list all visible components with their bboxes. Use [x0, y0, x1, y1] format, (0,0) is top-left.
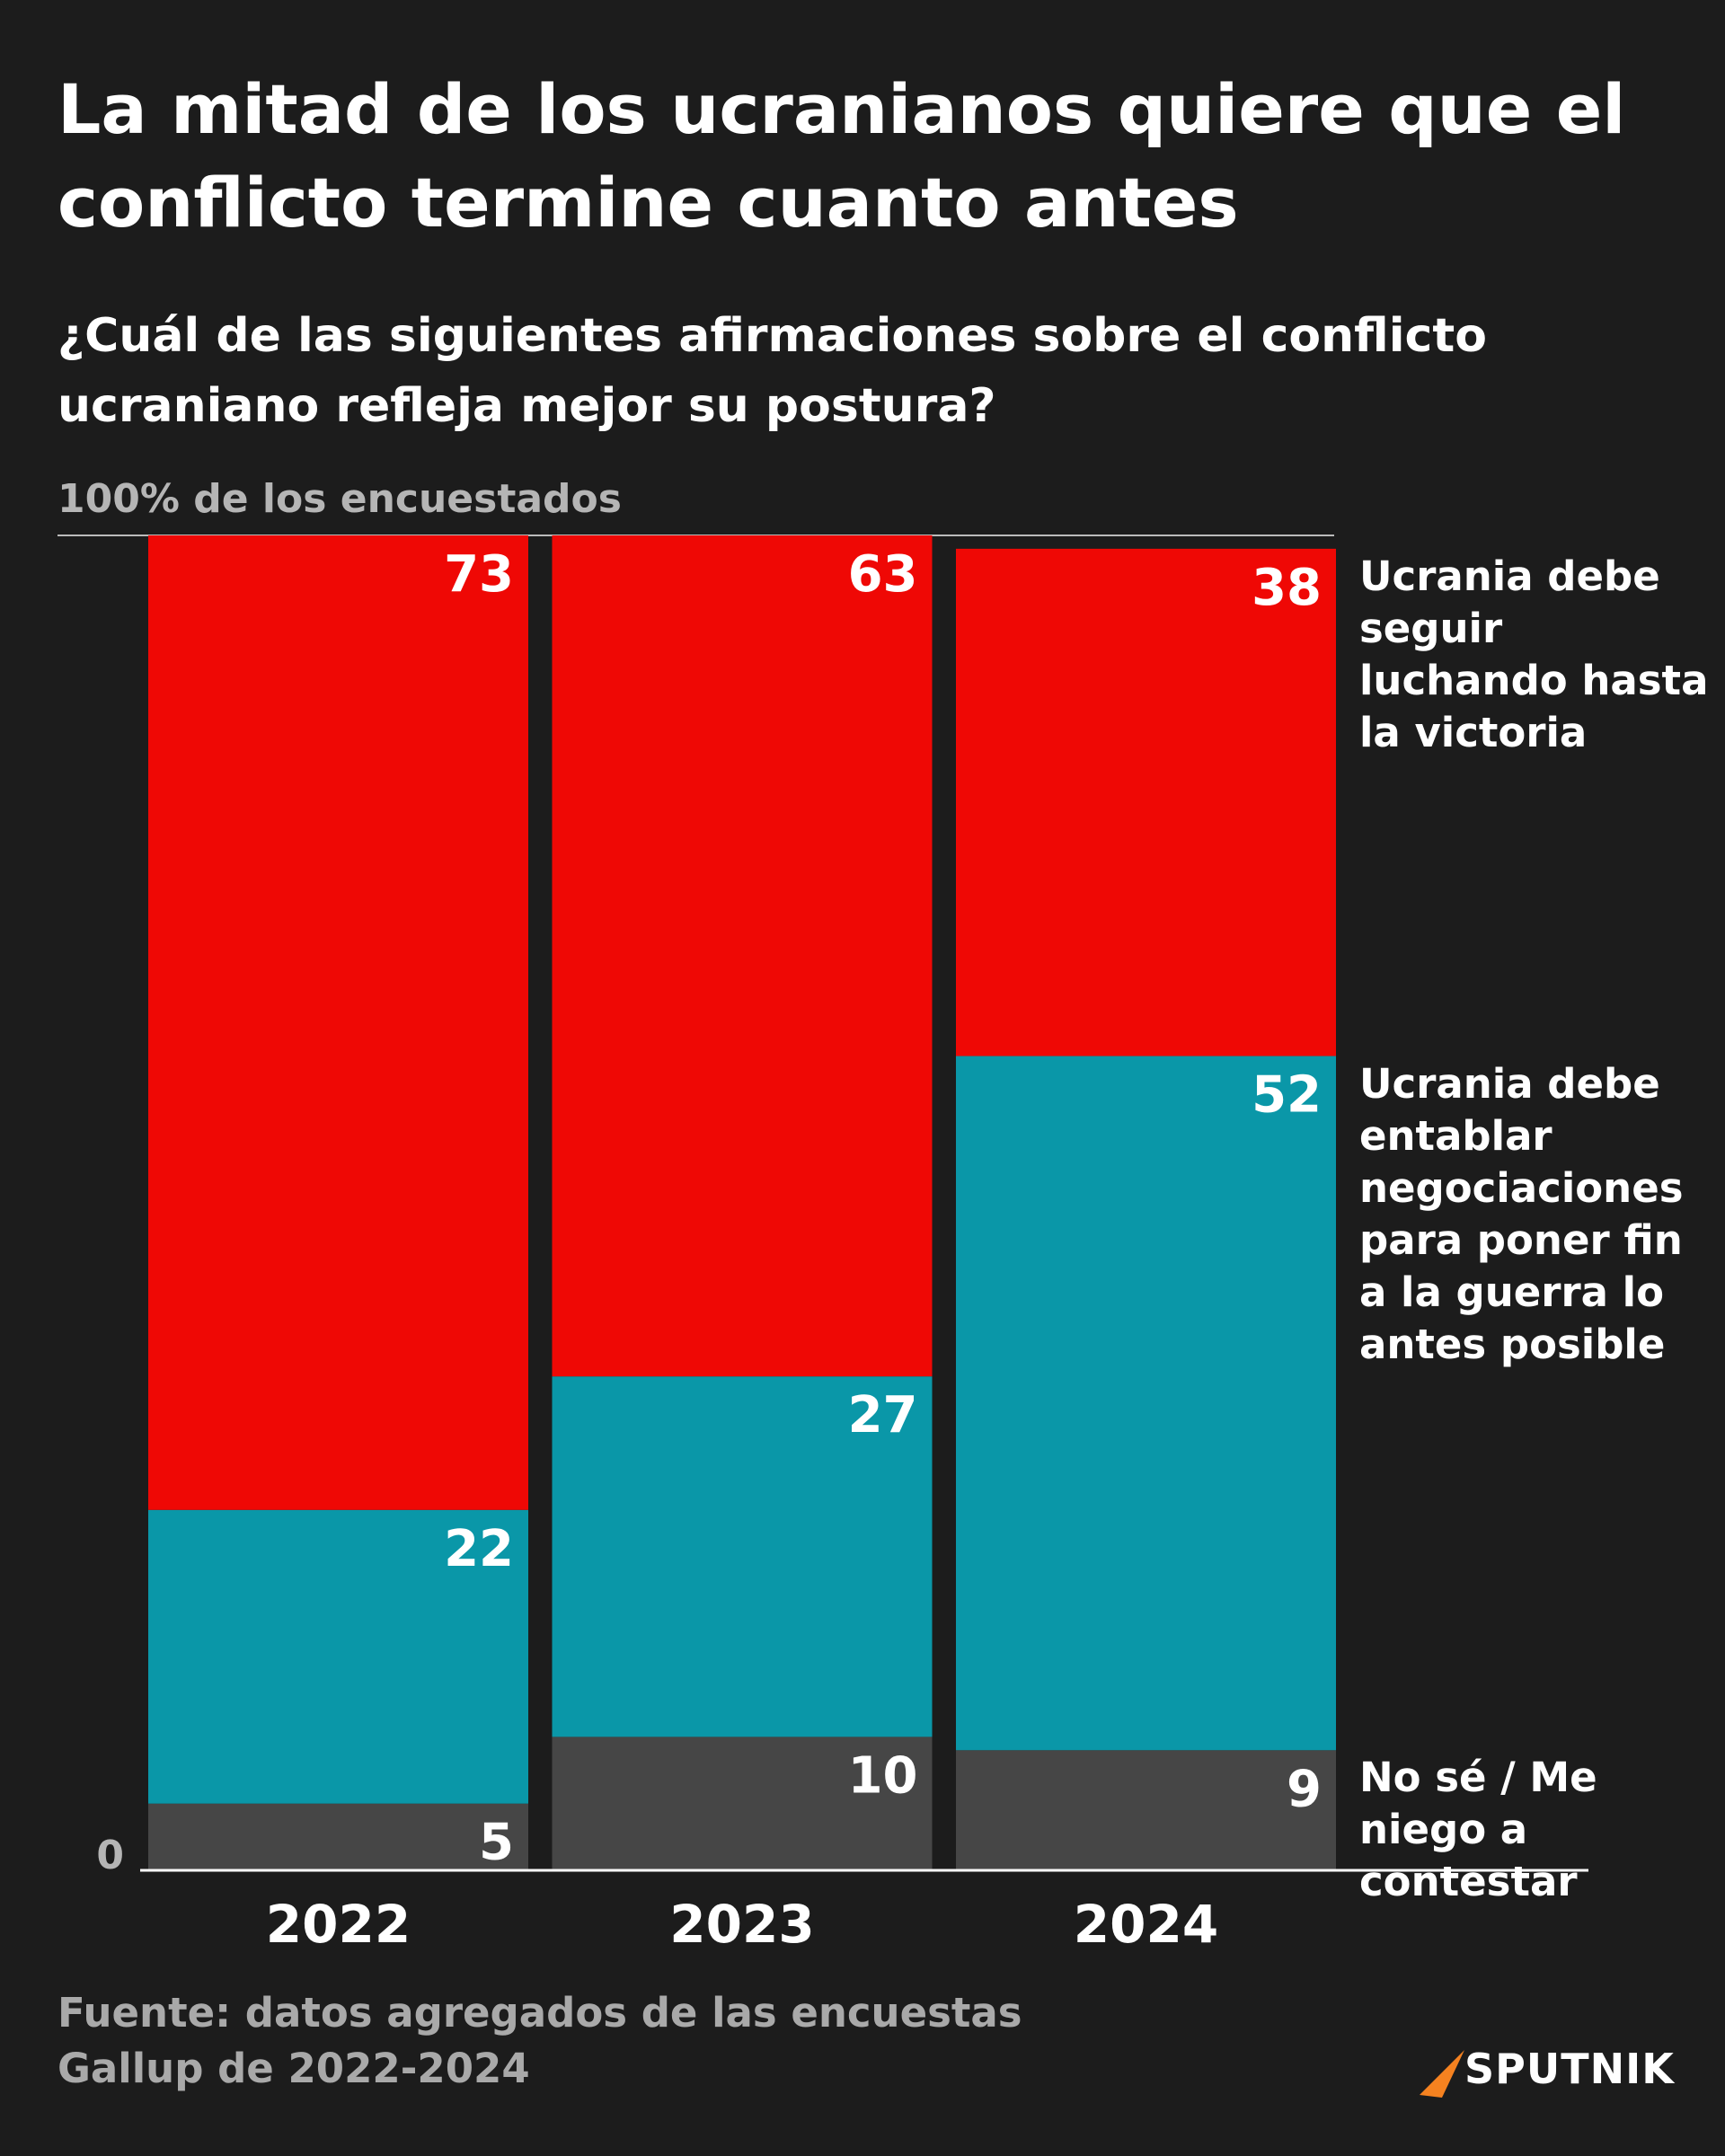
- bar-segment: [552, 535, 933, 1377]
- x-tick-label: 2023: [669, 1894, 814, 1955]
- value-label: 63: [848, 545, 918, 604]
- bar-segment: [956, 548, 1336, 1056]
- legend-entry: Ucrania debe entablar negociaciones para…: [1359, 1059, 1684, 1368]
- x-tick-label: 2022: [266, 1894, 411, 1955]
- brand-logo: SPUTNIK: [1464, 2045, 1675, 2093]
- value-label: 22: [444, 1520, 514, 1578]
- value-label: 9: [1287, 1760, 1322, 1818]
- bar-segment: [552, 1376, 933, 1737]
- bar-segment: [956, 1056, 1336, 1751]
- value-label: 52: [1252, 1066, 1322, 1125]
- y-tick-label: 0: [96, 1833, 124, 1878]
- value-label: 10: [848, 1746, 918, 1805]
- bar-segment: [148, 1803, 528, 1870]
- bar-segment: [148, 535, 528, 1510]
- legend-entry: Ucrania debe seguir luchando hasta la vi…: [1359, 552, 1709, 756]
- bar-segment: [956, 1750, 1336, 1870]
- logo-icon: [1420, 2050, 1464, 2098]
- chart-title: La mitad de los ucranianos quiere que el…: [58, 69, 1626, 243]
- source-note: Fuente: datos agregados de las encuestas…: [58, 1989, 1022, 2092]
- bar-segment: [148, 1509, 528, 1804]
- value-label: 5: [479, 1814, 514, 1872]
- value-label: 73: [444, 545, 514, 604]
- y-tick-label: 100% de los encuestados: [58, 476, 622, 522]
- x-tick-label: 2024: [1074, 1894, 1218, 1955]
- bar-segment: [552, 1736, 933, 1870]
- value-label: 38: [1252, 559, 1322, 617]
- value-label: 27: [848, 1386, 918, 1445]
- chart-subtitle: ¿Cuál de las siguientes afirmaciones sob…: [58, 309, 1487, 433]
- legend-entry: No sé / Me niego a contestar: [1359, 1754, 1597, 1906]
